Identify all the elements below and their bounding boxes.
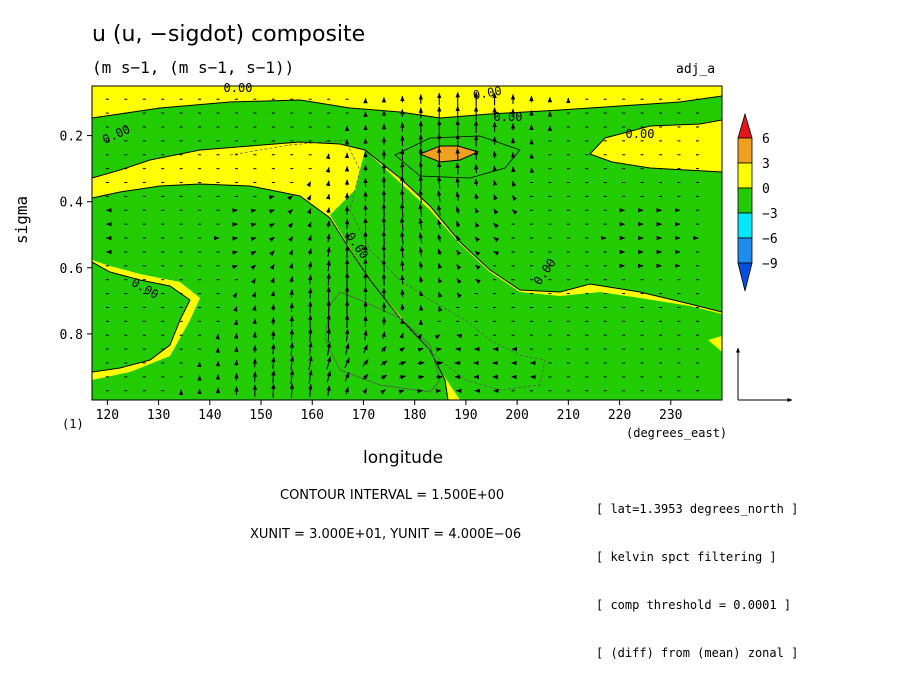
y-tick-label: 0.8 bbox=[60, 328, 83, 343]
x-tick-label: 120 bbox=[96, 408, 119, 423]
vector-arrow bbox=[457, 163, 458, 174]
y-tick-label: 0.6 bbox=[60, 262, 83, 277]
x-tick-label: 150 bbox=[249, 408, 272, 423]
y-tick-label: 0.2 bbox=[60, 130, 83, 145]
vector-arrow bbox=[457, 293, 458, 294]
colorbar: 6 3 0 −3 −6 −9 bbox=[738, 114, 778, 291]
vector-arrow bbox=[384, 231, 385, 245]
vector-arrow bbox=[384, 217, 385, 231]
x-tick-label: 170 bbox=[352, 408, 375, 423]
vector-arrow bbox=[272, 210, 274, 211]
colorbar-swatch bbox=[738, 238, 752, 263]
vector-arrow bbox=[255, 359, 256, 368]
vector-arrow bbox=[328, 181, 329, 184]
x-tick-label: 160 bbox=[301, 408, 324, 423]
vector-arrow bbox=[421, 162, 422, 176]
vector-arrow bbox=[310, 328, 311, 342]
colorbar-label: 0 bbox=[762, 182, 770, 197]
colorbar-swatch bbox=[738, 213, 752, 238]
contour-label: 0.00 bbox=[494, 110, 523, 124]
colorbar-label: −9 bbox=[762, 257, 778, 272]
vector-arrow bbox=[402, 176, 403, 189]
colorbar-swatch bbox=[738, 188, 752, 213]
colorbar-label: 3 bbox=[762, 157, 770, 172]
vector-arrow bbox=[494, 252, 496, 253]
vector-arrow bbox=[291, 384, 292, 398]
x-tick-label: 200 bbox=[505, 408, 528, 423]
x-axis: 120 130 140 150 160 170 180 190 200 210 220 230 bbox=[96, 400, 683, 423]
colorbar-label: 6 bbox=[762, 132, 770, 147]
vector-arrow bbox=[476, 164, 477, 172]
vector-arrow bbox=[402, 290, 403, 298]
x-tick-label: 140 bbox=[198, 408, 221, 423]
contour-label: 0.00 bbox=[626, 127, 655, 141]
chart-svg: 120 130 140 150 160 170 180 190 200 210 220 230 0.2… bbox=[0, 0, 904, 654]
vector-arrow bbox=[236, 307, 237, 309]
vector-arrow bbox=[328, 194, 329, 198]
vector-arrow bbox=[291, 303, 292, 312]
vector-arrow bbox=[255, 306, 256, 310]
reference-vector bbox=[738, 348, 792, 400]
vector-arrow bbox=[476, 279, 477, 280]
colorbar-cap bbox=[738, 263, 752, 291]
vector-arrow bbox=[291, 329, 292, 341]
vector-arrow bbox=[384, 245, 385, 259]
vector-arrow bbox=[254, 238, 256, 239]
contour-label: 0.00 bbox=[224, 81, 253, 95]
x-tick-label: 180 bbox=[403, 408, 426, 423]
vector-arrow bbox=[310, 182, 311, 184]
vector-arrow bbox=[384, 204, 385, 217]
vector-arrow bbox=[439, 306, 440, 308]
vector-arrow bbox=[273, 344, 274, 354]
colorbar-swatch bbox=[738, 163, 752, 188]
vector-arrow bbox=[384, 190, 385, 203]
colorbar-swatch bbox=[738, 138, 752, 163]
vector-arrow bbox=[236, 266, 238, 267]
vector-arrow bbox=[494, 166, 495, 171]
colorbar-cap bbox=[738, 114, 752, 138]
vector-arrow bbox=[437, 349, 441, 350]
vector-arrow bbox=[328, 274, 329, 286]
vector-arrow bbox=[420, 291, 421, 296]
vector-arrow bbox=[236, 293, 237, 294]
vector-arrow bbox=[418, 377, 424, 378]
vector-arrow bbox=[255, 372, 256, 382]
vector-arrow bbox=[273, 304, 274, 310]
vector-arrow bbox=[513, 181, 514, 183]
x-tick-label: 220 bbox=[608, 408, 631, 423]
x-tick-label: 210 bbox=[557, 408, 580, 423]
vector-arrow bbox=[439, 162, 440, 175]
x-tick-label: 230 bbox=[659, 408, 682, 423]
colorbar-label: −3 bbox=[762, 207, 778, 222]
vector-arrow bbox=[384, 259, 385, 272]
x-tick-label: 190 bbox=[454, 408, 477, 423]
colorbar-label: −6 bbox=[762, 232, 778, 247]
vector-arrow bbox=[310, 288, 311, 299]
y-tick-label: 0.4 bbox=[60, 196, 84, 211]
vector-arrow bbox=[439, 335, 440, 336]
x-tick-label: 130 bbox=[147, 408, 170, 423]
y-axis: 0.2 0.4 0.6 0.8 bbox=[60, 130, 92, 343]
